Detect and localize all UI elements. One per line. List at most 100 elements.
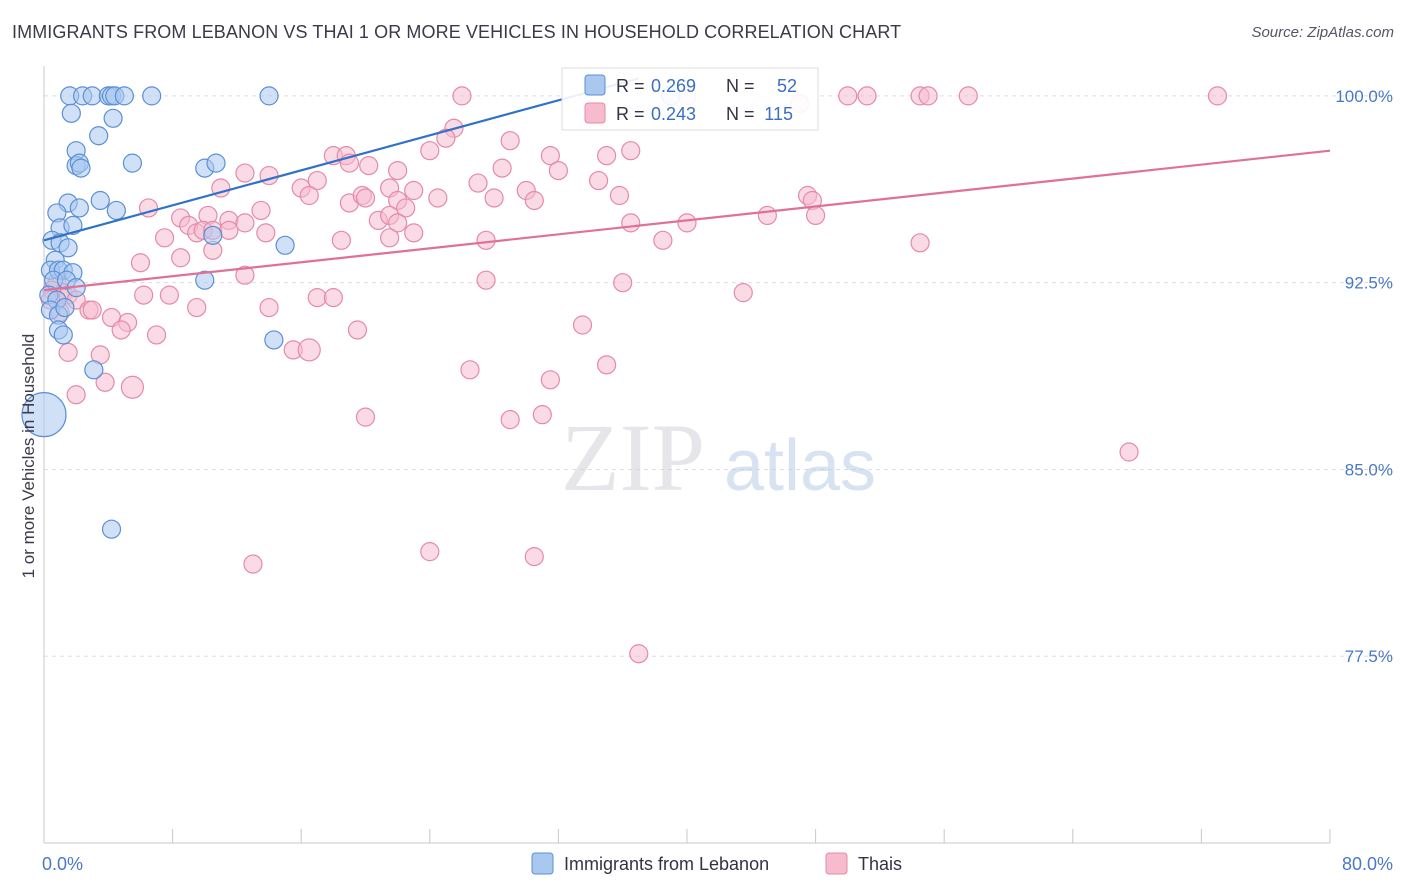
point-thais-33 (299, 185, 319, 206)
point-lebanon-11 (89, 126, 109, 146)
trend-line-lebanon (43, 77, 640, 242)
point-lebanon-38 (195, 270, 215, 290)
point-thais-28 (307, 170, 327, 191)
point-lebanon-10 (103, 108, 123, 128)
point-thais-51 (235, 213, 255, 233)
series-legend: Immigrants from Lebanon Thais (531, 852, 902, 875)
point-thais-3 (857, 86, 877, 106)
point-thais-57 (757, 205, 777, 226)
point-thais-23 (588, 170, 609, 191)
point-thais-68 (476, 230, 496, 250)
stats-n-label-lebanon: N = (726, 76, 760, 96)
point-thais-18 (359, 156, 379, 176)
stats-r-label-thais: R = (616, 104, 650, 124)
point-thais-109 (355, 407, 376, 427)
point-thais-63 (219, 220, 239, 240)
point-thais-87 (733, 283, 753, 303)
point-thais-106 (95, 372, 115, 392)
point-thais-85 (307, 288, 327, 308)
stats-n-label-thais: N = (726, 104, 760, 124)
point-thais-12 (420, 141, 440, 161)
point-thais-31 (468, 173, 488, 193)
point-lebanon-29 (203, 225, 223, 245)
watermark: ZIP atlas (561, 404, 876, 511)
point-lebanon-8 (259, 86, 279, 106)
tick-labels: 77.5% 85.0% 92.5% 100.0% 0.0% 80.0% (42, 87, 1393, 874)
stats-r-value-lebanon: 0.269 (651, 76, 696, 96)
point-thais-67 (404, 223, 424, 243)
point-lebanon-20 (90, 190, 110, 211)
trend-lines (43, 77, 1331, 292)
point-thais-84 (159, 285, 179, 305)
x-tick-label-0: 0.0% (42, 854, 83, 874)
point-thais-86 (323, 288, 343, 308)
point-lebanon-50 (101, 519, 122, 539)
point-thais-30 (404, 180, 424, 201)
watermark-atlas: atlas (724, 426, 876, 506)
point-lebanon-28 (58, 238, 78, 258)
point-lebanon-21 (69, 198, 89, 218)
point-lebanon-9 (61, 103, 81, 123)
point-lebanon-46 (53, 325, 73, 345)
point-thais-21 (492, 158, 512, 178)
stats-r-value-thais: 0.243 (651, 104, 696, 124)
point-thais-91 (187, 297, 207, 318)
point-thais-56 (677, 213, 697, 233)
legend-label-lebanon: Immigrants from Lebanon (564, 854, 769, 874)
point-thais-0 (452, 86, 472, 106)
point-thais-74 (235, 265, 255, 285)
point-thais-96 (146, 325, 167, 345)
point-thais-72 (171, 248, 191, 268)
point-thais-10 (436, 128, 456, 148)
point-thais-98 (572, 315, 593, 335)
point-lebanon-25 (106, 200, 126, 221)
point-lebanon-30 (275, 235, 295, 255)
y-axis-label: 1 or more Vehicles in Household (19, 334, 38, 579)
stats-legend: R = 0.269 N = 52 R = 0.243 N = 115 (561, 67, 819, 131)
point-lebanon-6 (114, 86, 134, 106)
point-thais-112 (1119, 442, 1139, 462)
point-thais-40 (524, 190, 544, 211)
point-thais-83 (134, 285, 154, 305)
point-thais-20 (388, 160, 408, 181)
point-thais-115 (243, 554, 263, 574)
point-thais-65 (331, 230, 351, 250)
point-thais-24 (235, 163, 255, 183)
point-thais-59 (154, 228, 175, 248)
chart-title: IMMIGRANTS FROM LEBANON VS THAI 1 OR MOR… (12, 22, 902, 42)
point-thais-22 (548, 160, 569, 181)
point-lebanon-24 (63, 215, 83, 235)
y-tick-label-2: 92.5% (1345, 274, 1393, 293)
point-thais-2 (838, 86, 858, 106)
point-thais-45 (251, 200, 271, 221)
point-thais-111 (532, 405, 552, 425)
legend-swatch-lebanon (531, 852, 554, 875)
point-lebanon-48 (84, 360, 104, 380)
stats-swatch-lebanon (584, 74, 606, 96)
point-thais-76 (613, 273, 633, 293)
point-thais-90 (82, 300, 102, 320)
point-thais-100 (297, 338, 321, 362)
point-thais-36 (355, 188, 376, 208)
stats-n-value-thais: 115 (764, 104, 793, 124)
point-thais-104 (460, 360, 480, 380)
point-thais-6 (958, 86, 978, 106)
point-thais-114 (524, 547, 544, 567)
y-tick-label-1: 85.0% (1345, 460, 1393, 479)
point-lebanon-7 (142, 86, 162, 106)
point-thais-41 (609, 185, 630, 206)
point-lebanon-18 (206, 153, 226, 173)
legend-label-thais: Thais (858, 854, 902, 874)
point-thais-14 (597, 146, 617, 166)
point-thais-5 (918, 86, 938, 106)
point-thais-113 (420, 542, 440, 562)
point-thais-66 (380, 228, 400, 248)
legend-swatch-thais (825, 852, 848, 875)
stats-swatch-thais (584, 102, 606, 124)
point-thais-95 (111, 320, 131, 340)
point-thais-105 (540, 370, 560, 390)
point-thais-69 (653, 230, 673, 250)
point-thais-13 (540, 146, 560, 166)
point-thais-107 (120, 375, 145, 399)
point-thais-108 (66, 385, 86, 405)
